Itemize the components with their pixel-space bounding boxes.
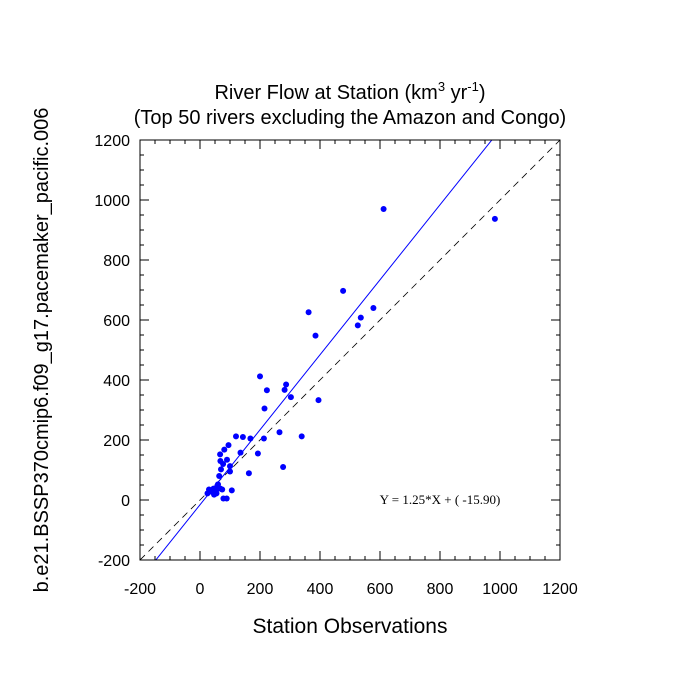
data-point xyxy=(354,322,361,329)
data-point xyxy=(220,461,227,467)
x-tick-label: 600 xyxy=(367,581,394,598)
data-point xyxy=(227,463,233,470)
x-tick-label: 0 xyxy=(196,581,205,598)
data-point xyxy=(298,433,305,440)
x-axis-label: Station Observations xyxy=(253,615,448,638)
data-point xyxy=(233,433,239,440)
regression-equation: Y = 1.25*X + ( -15.90) xyxy=(380,492,501,507)
x-tick-label: -200 xyxy=(124,581,156,598)
chart-title: River Flow at Station (km3 yr-1) xyxy=(214,79,485,104)
x-tick-label: 200 xyxy=(247,581,274,598)
data-point xyxy=(287,394,294,401)
x-tick-label: 800 xyxy=(427,581,454,598)
data-point xyxy=(276,429,283,436)
plot-frame xyxy=(139,139,561,561)
y-tick-label: 200 xyxy=(103,433,130,450)
data-point xyxy=(204,490,211,497)
data-point xyxy=(340,287,347,294)
data-point xyxy=(280,464,287,470)
data-point xyxy=(260,435,267,442)
data-point xyxy=(263,387,270,394)
data-point xyxy=(220,495,227,502)
data-point xyxy=(239,434,246,440)
data-point xyxy=(214,482,221,489)
data-point xyxy=(380,206,387,212)
data-point xyxy=(370,305,377,311)
data-point xyxy=(221,446,228,453)
data-point xyxy=(237,449,244,456)
data-point xyxy=(315,397,322,404)
data-point xyxy=(357,314,364,321)
data-point xyxy=(217,451,224,458)
y-tick-label: 600 xyxy=(103,313,130,330)
data-point xyxy=(281,386,288,393)
x-tick-label: 400 xyxy=(307,581,334,598)
data-point xyxy=(305,309,312,316)
y-tick-label: 0 xyxy=(121,493,130,510)
y-tick-label: 1200 xyxy=(94,133,130,150)
y-tick-label: -200 xyxy=(98,553,130,570)
data-point xyxy=(227,468,233,475)
data-point xyxy=(216,473,223,479)
data-point xyxy=(491,215,498,222)
x-tick-label: 1200 xyxy=(542,581,578,598)
data-point xyxy=(228,487,235,494)
data-point xyxy=(224,456,230,463)
y-tick-label: 400 xyxy=(103,373,130,390)
y-tick-label: 1000 xyxy=(94,193,130,210)
data-point xyxy=(225,442,232,449)
y-tick-label: 800 xyxy=(103,253,130,270)
data-point xyxy=(254,450,261,457)
data-point xyxy=(261,405,268,412)
data-point xyxy=(283,381,290,388)
data-point xyxy=(218,466,224,473)
data-point xyxy=(312,332,319,339)
data-point xyxy=(257,373,263,380)
data-point xyxy=(247,435,254,442)
data-point xyxy=(245,470,252,477)
y-axis-label: b.e21.BSSP370cmip6.f09_g17.pacemaker_pac… xyxy=(31,108,53,593)
data-point xyxy=(213,490,220,497)
chart-subtitle: (Top 50 rivers excluding the Amazon and … xyxy=(134,107,566,129)
x-tick-label: 1000 xyxy=(482,581,518,598)
